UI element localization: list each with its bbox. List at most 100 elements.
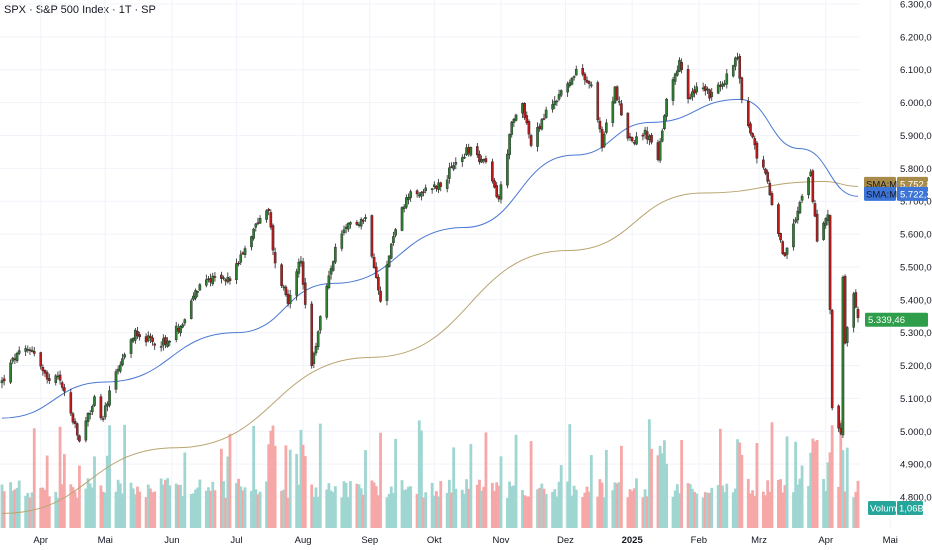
y-tick-label: 6.100,00: [900, 65, 932, 76]
volume-bar: [809, 452, 813, 528]
last-price-tag: 5.339,46: [865, 312, 928, 327]
candle-body: [731, 65, 735, 77]
candle-body: [433, 184, 436, 187]
moving-averages: [1, 98, 859, 514]
candle-body: [409, 191, 412, 198]
candle-body: [435, 186, 438, 189]
volume-bar: [465, 479, 468, 528]
candle-body: [194, 290, 197, 299]
candle-body: [385, 264, 389, 301]
volume-bar: [123, 424, 126, 528]
candle-body: [566, 83, 569, 93]
volume-bar: [686, 483, 690, 528]
x-tick-label: Mai: [883, 535, 898, 546]
candle-body: [54, 375, 58, 383]
candle-body: [454, 162, 458, 165]
x-tick-label: Aug: [295, 535, 312, 546]
candle-body: [131, 338, 135, 342]
candle-body: [783, 252, 787, 256]
candle-body: [551, 104, 554, 110]
chart-title: SPX · S&P 500 Index · 1T · SP: [4, 4, 156, 16]
sma-50-tag-label-box: [864, 186, 896, 201]
volume-bar: [78, 465, 81, 528]
volume-bar: [9, 482, 13, 528]
candle-body: [676, 70, 679, 76]
y-tick-label: 5.000,00: [900, 427, 932, 438]
candle-body: [794, 219, 797, 223]
candle-body: [617, 101, 621, 103]
volume-bar: [138, 491, 142, 528]
candle-body: [86, 413, 90, 422]
candle-body: [536, 127, 539, 147]
candle-body: [581, 68, 585, 75]
time-axis: Apr Mai Jun Jul Aug Sep Okt Nov Dez 2025 Feb Mrz Apr…: [33, 535, 898, 546]
y-tick-label: 5.400,00: [900, 295, 932, 306]
volume-bar: [650, 448, 653, 528]
volume-bar: [467, 488, 471, 528]
volume-bar: [437, 496, 441, 528]
volume-bar: [194, 489, 197, 528]
y-tick-label: 5.200,00: [900, 361, 932, 372]
candle-body: [222, 277, 225, 279]
volume-bar: [133, 494, 137, 528]
candle-body: [665, 98, 668, 117]
candle-body: [394, 229, 397, 236]
volume-bar: [349, 481, 352, 528]
candle-body: [211, 275, 215, 285]
candle-body: [11, 357, 15, 362]
candle-body: [762, 159, 765, 168]
volume-bar: [62, 454, 66, 528]
candle-body: [43, 369, 47, 374]
candle-body: [153, 343, 157, 346]
candle-body: [430, 188, 434, 190]
volume-bar: [525, 496, 529, 528]
volume-bar: [256, 494, 260, 528]
candle-body: [340, 233, 344, 249]
volume-bar: [632, 488, 636, 528]
volume-bar: [224, 497, 228, 528]
candle-body: [422, 191, 425, 193]
volume-bar: [239, 486, 243, 528]
volume-bar: [843, 491, 847, 528]
volume-bar: [673, 490, 677, 528]
volume-bar: [508, 481, 511, 528]
candle-body: [71, 413, 75, 423]
volume-bar: [480, 490, 484, 528]
candle-body: [495, 185, 498, 197]
volume-bar: [103, 492, 107, 528]
price-axis: 6.300,00 6.200,00 6.100,00 6.000,00 5.900,00…: [900, 0, 932, 504]
candle-body: [15, 352, 19, 362]
volume-bar: [118, 483, 122, 528]
candle-body: [88, 413, 92, 415]
volume-bar: [695, 493, 699, 528]
candle-body: [424, 187, 427, 192]
volume-bar: [153, 491, 157, 528]
volume-bar: [798, 478, 802, 528]
volume-bar: [99, 485, 103, 528]
volume-bar: [611, 490, 615, 528]
volume-bar: [660, 453, 664, 528]
candle-body: [286, 293, 290, 304]
candle-body: [41, 367, 45, 371]
candle-body: [476, 146, 479, 156]
volume-bar: [557, 481, 561, 528]
volume-bar: [454, 488, 458, 528]
volume-bar: [327, 483, 331, 528]
candle-body: [9, 362, 12, 383]
volume-bar: [146, 484, 150, 528]
candle-body: [24, 348, 27, 352]
volume-bar: [181, 495, 185, 528]
candle-body: [590, 84, 593, 87]
volume-bar: [841, 450, 845, 528]
volume-bar: [690, 488, 694, 528]
candle-body: [374, 266, 378, 278]
candle-body: [628, 136, 632, 138]
volume-bar: [192, 493, 195, 528]
y-tick-label: 5.600,00: [900, 230, 932, 241]
y-tick-label: 5.100,00: [900, 394, 932, 405]
volume-bar: [333, 486, 337, 528]
volume-bar: [15, 487, 19, 528]
volume-bar: [779, 479, 782, 528]
volume-bar: [602, 497, 606, 528]
